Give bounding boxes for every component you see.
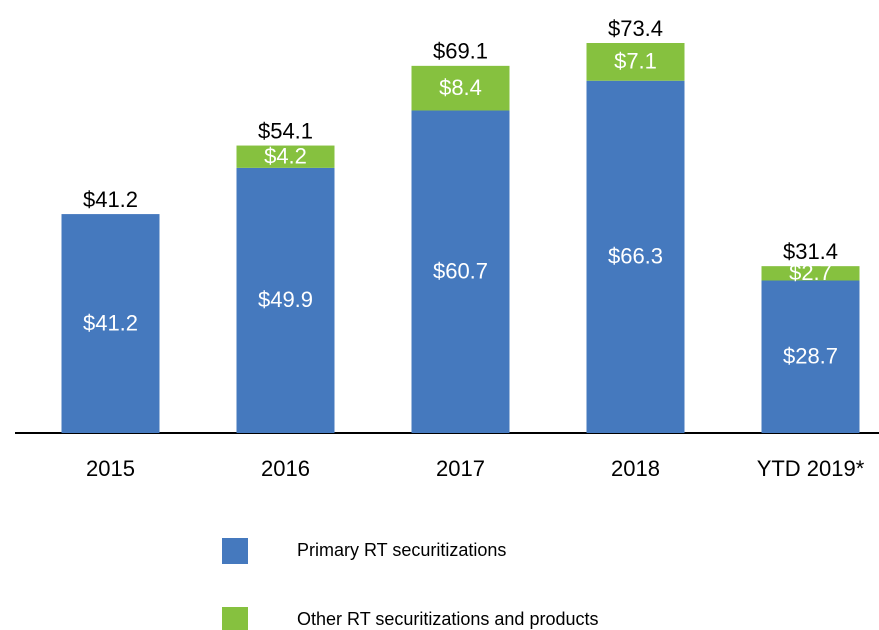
x-tick-label: 2017: [436, 456, 485, 481]
bar-segment: [761, 266, 860, 281]
legend-label: Other RT securitizations and products: [297, 609, 598, 629]
legend-label: Primary RT securitizations: [297, 540, 506, 560]
bar-segment: [586, 43, 685, 81]
bar-segment: [236, 167, 335, 433]
bar-segment: [411, 110, 510, 434]
data-label: $28.7: [783, 344, 838, 369]
x-tick-label: 2015: [86, 456, 135, 481]
bar-segment: [61, 214, 160, 433]
data-label: $8.4: [439, 75, 482, 100]
data-label: $49.9: [258, 287, 313, 312]
data-label: $4.2: [264, 144, 307, 169]
total-label: $73.4: [608, 16, 663, 41]
bar-segment: [236, 145, 335, 168]
data-label: $7.1: [614, 49, 657, 74]
total-label: $31.4: [783, 239, 838, 264]
x-tick-label: YTD 2019*: [757, 456, 865, 481]
bar-segment: [411, 65, 510, 111]
total-label: $69.1: [433, 39, 488, 64]
bar-segment: [586, 80, 685, 433]
legend-swatch: [222, 607, 248, 630]
data-label: $41.2: [83, 310, 138, 335]
x-tick-label: 2016: [261, 456, 310, 481]
data-label: $2.7: [789, 260, 832, 285]
x-tick-label: 2018: [611, 456, 660, 481]
total-label: $54.1: [258, 118, 313, 143]
total-label: $41.2: [83, 187, 138, 212]
data-label: $60.7: [433, 259, 488, 284]
data-label: $66.3: [608, 244, 663, 269]
bar-segment: [761, 280, 860, 433]
legend-swatch: [222, 538, 248, 564]
